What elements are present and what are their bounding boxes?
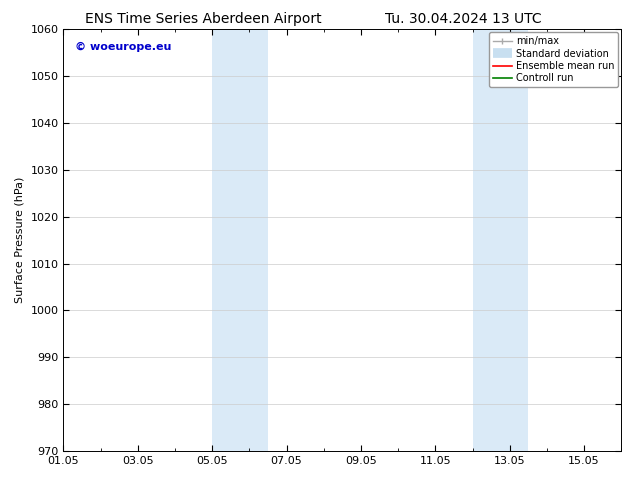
Y-axis label: Surface Pressure (hPa): Surface Pressure (hPa)	[15, 177, 25, 303]
Text: © woeurope.eu: © woeurope.eu	[75, 42, 171, 52]
Text: Tu. 30.04.2024 13 UTC: Tu. 30.04.2024 13 UTC	[384, 12, 541, 26]
Legend: min/max, Standard deviation, Ensemble mean run, Controll run: min/max, Standard deviation, Ensemble me…	[489, 32, 618, 87]
Bar	[472, 29, 528, 451]
Text: ENS Time Series Aberdeen Airport: ENS Time Series Aberdeen Airport	[84, 12, 321, 26]
Bar	[212, 29, 268, 451]
